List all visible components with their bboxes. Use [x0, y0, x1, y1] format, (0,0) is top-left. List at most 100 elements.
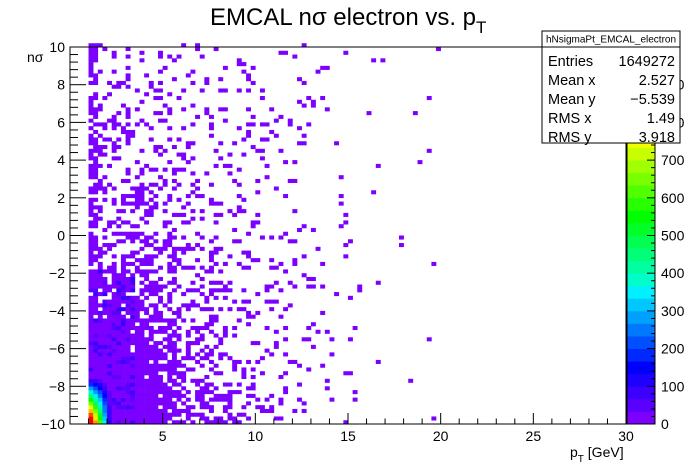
heatmap-cell [190, 171, 196, 176]
heatmap-cell [134, 325, 140, 331]
heatmap-cell [167, 92, 173, 97]
heatmap-cell [222, 163, 228, 168]
heatmap-cell [93, 239, 99, 244]
heatmap-cell [227, 356, 233, 361]
heatmap-cell [241, 137, 247, 142]
heatmap-cell [283, 386, 289, 391]
heatmap-cell [102, 186, 108, 191]
heatmap-cell [111, 261, 117, 266]
heatmap-cell [120, 341, 126, 346]
heatmap-cell [167, 390, 173, 395]
heatmap-cell [366, 111, 372, 116]
heatmap-cell [120, 363, 126, 368]
stats-box: hNsigmaPt_EMCAL_electron Entries 1649272M… [541, 30, 681, 146]
heatmap-cell [93, 269, 99, 274]
heatmap-cell [167, 348, 173, 353]
heatmap-cell [125, 254, 131, 259]
heatmap-cell [120, 314, 126, 319]
heatmap-cell [134, 393, 140, 398]
heatmap-cell [97, 344, 103, 349]
heatmap-cell [102, 333, 108, 338]
heatmap-cell [116, 284, 122, 289]
stats-box-frame [541, 30, 681, 144]
heatmap-cell [120, 197, 126, 202]
heatmap-cell [162, 224, 168, 229]
heatmap-cell [116, 337, 122, 342]
heatmap-cell [222, 405, 228, 410]
heatmap-cell [153, 412, 159, 417]
heatmap-cell [125, 220, 131, 225]
heatmap-cell [148, 258, 154, 263]
heatmap-cell [195, 258, 201, 263]
heatmap-cell [213, 295, 219, 300]
heatmap-cell [116, 359, 122, 364]
heatmap-cell [111, 118, 117, 123]
heatmap-cell [116, 325, 122, 331]
heatmap-cell [181, 156, 187, 161]
heatmap-cell [171, 77, 177, 82]
heatmap-cell [171, 265, 177, 270]
heatmap-cell [111, 292, 117, 297]
heatmap-cell [338, 194, 344, 199]
heatmap-cell [348, 239, 353, 244]
x-tick-label: 15 [340, 428, 356, 444]
heatmap-cell [158, 299, 163, 304]
heatmap-cell [120, 209, 126, 214]
heatmap-cell [139, 420, 145, 425]
heatmap-cell [375, 163, 381, 168]
heatmap-cell [139, 197, 145, 202]
heatmap-cell [116, 216, 122, 221]
heatmap-cell [287, 178, 293, 184]
heatmap-cell [125, 171, 131, 176]
heatmap-cell [273, 416, 279, 421]
heatmap-cell [93, 408, 99, 413]
heatmap-cell [199, 401, 205, 406]
heatmap-cell [88, 393, 94, 398]
color-scale-band [627, 310, 655, 324]
heatmap-cell [176, 393, 182, 398]
heatmap-cell [269, 352, 275, 357]
heatmap-cell [213, 420, 219, 425]
heatmap-cell [97, 148, 103, 153]
heatmap-cell [93, 246, 99, 251]
heatmap-cell [278, 314, 284, 319]
heatmap-cell [185, 397, 191, 402]
heatmap-cell [125, 408, 131, 413]
heatmap-cell [93, 190, 99, 195]
heatmap-cell [287, 280, 293, 285]
heatmap-cell [102, 405, 108, 410]
heatmap-cell [167, 359, 173, 364]
heatmap-cell [176, 284, 182, 289]
heatmap-cell [153, 145, 159, 150]
heatmap-cell [111, 314, 117, 319]
heatmap-cell [125, 341, 131, 346]
heatmap-cell [190, 412, 196, 417]
heatmap-cell [334, 292, 340, 297]
heatmap-cell [111, 122, 117, 127]
heatmap-cell [278, 114, 284, 119]
heatmap-cell [204, 107, 210, 112]
heatmap-cell [111, 397, 117, 402]
heatmap-cell [107, 333, 112, 338]
heatmap-cell [111, 420, 117, 425]
stats-value: 1.49 [647, 111, 675, 127]
heatmap-cell [315, 246, 321, 251]
stats-label: Mean x [548, 73, 596, 89]
heatmap-cell [139, 322, 145, 327]
heatmap-cell [139, 194, 145, 199]
heatmap-cell [97, 356, 103, 361]
heatmap-cell [176, 390, 182, 395]
heatmap-cell [134, 333, 140, 338]
heatmap-cell [93, 378, 99, 383]
heatmap-cell [102, 341, 108, 346]
heatmap-cell [125, 201, 131, 206]
heatmap-cell [144, 318, 150, 323]
heatmap-cell [264, 163, 270, 168]
heatmap-cell [148, 84, 154, 89]
heatmap-cell [97, 269, 103, 274]
heatmap-cell [107, 378, 112, 383]
heatmap-cell [144, 356, 150, 361]
heatmap-cell [88, 243, 94, 248]
heatmap-cell [93, 318, 99, 323]
heatmap-cell [107, 288, 112, 293]
